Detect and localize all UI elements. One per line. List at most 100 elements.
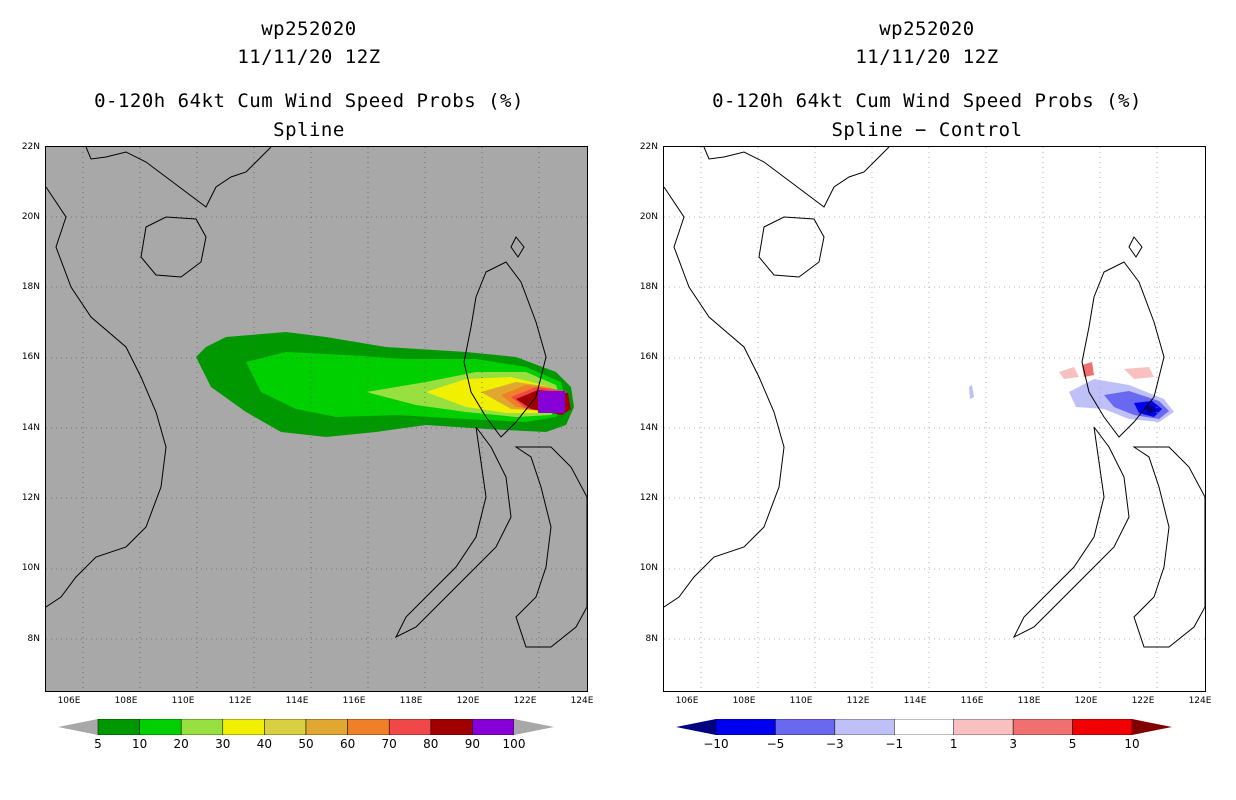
lon-label: 114E <box>903 696 927 706</box>
lat-label: 18N <box>21 282 40 292</box>
lat-label: 12N <box>639 493 658 503</box>
lon-label: 110E <box>171 696 195 706</box>
lon-label: 116E <box>342 696 366 706</box>
colorbar-swatch <box>305 719 348 735</box>
coastlines <box>46 147 587 648</box>
colorbar-swatch <box>834 719 895 735</box>
map-canvas <box>46 147 587 691</box>
colorbar-swatch <box>472 719 515 735</box>
probability-map <box>45 146 588 692</box>
lon-label: 122E <box>1131 696 1155 706</box>
right-panel: wp252020 11/11/20 12Z 0-120h 64kt Cum Wi… <box>618 0 1236 800</box>
colorbar-swatch <box>894 719 954 735</box>
difference-map <box>663 146 1206 692</box>
colorbar-over-arrow <box>1132 719 1172 735</box>
colorbar-swatch <box>222 719 265 735</box>
contour-neg-1 <box>969 385 974 399</box>
colorbar-label: 20 <box>173 737 189 751</box>
colorbar-label: 50 <box>298 737 314 751</box>
lat-label: 16N <box>21 352 40 362</box>
lat-label: 10N <box>21 563 40 573</box>
difference-contours <box>969 362 1174 422</box>
lat-label: 12N <box>21 493 40 503</box>
lon-label: 120E <box>1074 696 1098 706</box>
colorbar-label: 1 <box>949 737 958 751</box>
datetime: 11/11/20 12Z <box>237 46 381 68</box>
colorbar-label: −10 <box>703 737 729 751</box>
colorbar-swatch <box>180 719 224 735</box>
colorbar-label: 100 <box>502 737 526 751</box>
storm-id: wp252020 <box>879 18 975 40</box>
colorbar-swatch <box>953 719 1014 735</box>
lat-label: 18N <box>639 282 658 292</box>
lon-label: 116E <box>960 696 984 706</box>
contour-pos-1 <box>1059 367 1079 379</box>
lat-label: 22N <box>639 142 658 152</box>
colorbar-label: 40 <box>256 737 273 751</box>
contour-neg-10 <box>1144 405 1156 414</box>
colorbar-label: 70 <box>381 737 397 751</box>
colorbar-swatch <box>97 719 140 735</box>
lon-label: 108E <box>732 696 756 706</box>
lon-label: 106E <box>675 696 699 706</box>
lat-lon-grid <box>664 147 1205 691</box>
lon-label: 112E <box>228 696 252 706</box>
colorbar-swatch <box>775 719 836 735</box>
datetime: 11/11/20 12Z <box>855 46 999 68</box>
colorbar-swatch <box>1012 719 1073 735</box>
lat-label: 10N <box>639 563 658 573</box>
colorbar-label: −3 <box>825 737 844 751</box>
lat-lon-grid <box>46 147 587 691</box>
lat-label: 14N <box>21 423 40 433</box>
lon-label: 124E <box>1188 696 1212 706</box>
storm-id: wp252020 <box>261 18 357 40</box>
colorbar-label: −5 <box>766 737 785 751</box>
colorbar-label: 10 <box>131 737 148 751</box>
subtitle: Spline − Control <box>831 119 1023 141</box>
lon-label: 118E <box>1017 696 1041 706</box>
lon-label: 122E <box>513 696 537 706</box>
lat-label: 16N <box>639 352 658 362</box>
lon-label: 118E <box>399 696 423 706</box>
colorbar-swatch <box>264 719 307 735</box>
colorbar-label: 30 <box>215 737 231 751</box>
colorbar-label: 10 <box>1124 737 1140 751</box>
colorbar-right <box>676 719 1172 735</box>
subtitle: Spline <box>273 119 345 141</box>
map-canvas <box>664 147 1205 691</box>
lat-label: 14N <box>639 423 658 433</box>
colorbar-label: 90 <box>464 737 481 751</box>
colorbar-label: 60 <box>339 737 356 751</box>
lon-label: 112E <box>846 696 870 706</box>
lat-label: 8N <box>645 634 658 644</box>
product-title: 0-120h 64kt Cum Wind Speed Probs (%) <box>712 90 1142 112</box>
colorbar-label: 3 <box>1009 737 1017 751</box>
colorbar-swatch <box>715 719 776 735</box>
colorbar-swatch <box>1072 719 1133 735</box>
lat-label: 20N <box>639 212 658 222</box>
product-title: 0-120h 64kt Cum Wind Speed Probs (%) <box>94 90 524 112</box>
colorbar-left <box>58 719 554 735</box>
colorbar-over-arrow <box>514 719 554 735</box>
colorbar-swatch <box>139 719 182 735</box>
coastlines <box>664 147 1205 648</box>
lon-label: 124E <box>570 696 594 706</box>
colorbar-under-arrow <box>58 719 98 735</box>
lon-label: 114E <box>285 696 309 706</box>
lon-label: 110E <box>789 696 813 706</box>
colorbar-label: −1 <box>885 737 904 751</box>
lat-label: 20N <box>21 212 40 222</box>
lon-label: 108E <box>114 696 138 706</box>
lon-label: 106E <box>57 696 81 706</box>
colorbar-label: 5 <box>94 737 102 751</box>
lat-label: 22N <box>21 142 40 152</box>
lon-label: 120E <box>456 696 480 706</box>
colorbar-swatch <box>347 719 390 735</box>
colorbar-swatch <box>430 719 473 735</box>
colorbar-under-arrow <box>676 719 716 735</box>
colorbar-swatch <box>388 719 432 735</box>
lat-label: 8N <box>27 634 40 644</box>
probability-contours <box>196 332 574 437</box>
contour-100 <box>538 391 565 413</box>
colorbar-label: 5 <box>1068 737 1077 751</box>
